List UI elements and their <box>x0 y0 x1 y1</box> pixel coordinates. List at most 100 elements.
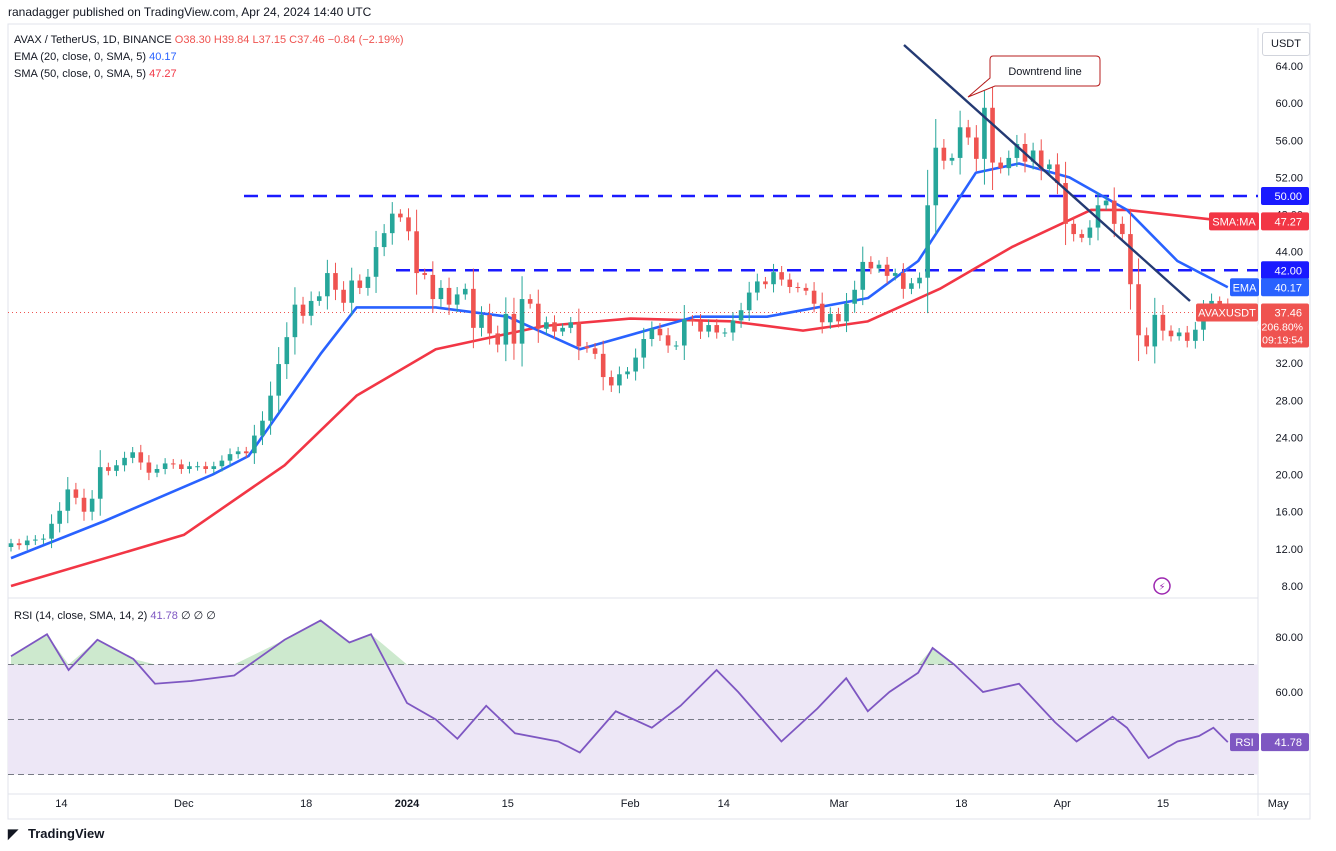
candle-body <box>146 462 152 473</box>
candle-body <box>365 276 371 288</box>
candle-body <box>114 465 119 471</box>
candle-body <box>1217 300 1222 305</box>
candle-body <box>909 283 914 289</box>
candle-body <box>471 288 476 328</box>
legend-ema-row[interactable]: EMA (20, close, 0, SMA, 5) 40.17 <box>14 51 177 63</box>
candle-body <box>8 543 14 547</box>
time-tick-label: 18 <box>955 798 967 810</box>
candle-body <box>276 364 281 396</box>
candle-body <box>1014 144 1020 158</box>
candle-body <box>179 464 184 469</box>
candle-body <box>1152 314 1158 347</box>
candle-body <box>292 304 298 338</box>
tag-sma-label: SMA:MA <box>1212 216 1256 228</box>
candle-body <box>738 310 744 321</box>
candle-body <box>1160 314 1166 331</box>
candle-body <box>576 322 582 347</box>
tag-ema-label: EMA <box>1233 282 1258 294</box>
candle-body <box>162 463 168 469</box>
legend-symbol[interactable]: AVAX / TetherUS, 1D, BINANCE <box>14 34 172 46</box>
time-tick-label: 18 <box>300 798 312 810</box>
candle-body <box>860 261 866 290</box>
candle-body <box>503 313 509 345</box>
time-tick-label: 14 <box>55 798 67 810</box>
candle-body <box>519 299 525 344</box>
candle-body <box>706 325 711 332</box>
tradingview-logo-icon: ◤ <box>8 826 18 841</box>
time-tick-label: Mar <box>830 798 849 810</box>
legend-ema-label: EMA (20, close, 0, SMA, 5) <box>14 51 147 63</box>
candle-body <box>779 272 784 280</box>
candle-body <box>1103 200 1109 206</box>
candle-body <box>641 339 647 358</box>
candle-body <box>316 296 322 301</box>
candle-body <box>333 273 338 290</box>
legend-sma-label: SMA (50, close, 0, SMA, 5) <box>14 68 147 80</box>
candle-body <box>170 463 176 465</box>
legend-ema-value: 40.17 <box>149 51 177 63</box>
candle-body <box>422 273 428 275</box>
candle-body <box>406 217 411 232</box>
tag-rsi-bg <box>1261 733 1309 752</box>
candle-body <box>381 233 387 248</box>
candle-body <box>617 374 622 386</box>
candle-body <box>665 335 671 346</box>
candle-body <box>828 313 833 323</box>
candle-body <box>755 281 760 293</box>
tag-price-change: +206.80% <box>1255 321 1303 333</box>
candle-body <box>998 162 1003 169</box>
candle-body <box>1193 329 1198 341</box>
legend-sma-value: 47.27 <box>149 68 177 80</box>
candle-body <box>462 288 468 295</box>
rsi-line <box>10 619 1229 760</box>
price-tick-label: 44.00 <box>1275 247 1303 259</box>
currency-unit-button[interactable]: USDT <box>1262 32 1310 56</box>
tradingview-logo-text: TradingView <box>28 826 105 841</box>
candle-body <box>49 523 54 539</box>
candle-body <box>1176 332 1182 337</box>
candle-body <box>600 353 606 378</box>
candle-body <box>1006 157 1012 169</box>
price-tick-label: 52.00 <box>1275 172 1303 184</box>
price-tick-label: 28.00 <box>1275 395 1303 407</box>
candle-body <box>243 451 249 454</box>
candle-body <box>479 314 484 328</box>
legend-sma-row[interactable]: SMA (50, close, 0, SMA, 5) 47.27 <box>14 68 177 80</box>
lightning-icon-glyph: ⚡ <box>1158 582 1165 593</box>
downtrend-callout <box>967 55 1101 98</box>
candle-body <box>373 247 379 277</box>
candle-body <box>722 332 728 334</box>
candle-body <box>106 467 111 471</box>
candle-body <box>260 420 265 436</box>
legend-rsi-row[interactable]: RSI (14, close, SMA, 14, 2) 41.78 ∅ ∅ ∅ <box>14 609 216 622</box>
candle-body <box>1087 227 1093 238</box>
candle-body <box>625 371 630 375</box>
tradingview-logo[interactable]: ◤ TradingView <box>8 826 104 842</box>
candle-body <box>811 290 817 304</box>
candle-body <box>122 457 127 466</box>
candle-body <box>698 321 703 332</box>
candle-body <box>901 273 906 289</box>
tag-rsi-value: 41.78 <box>1274 737 1302 749</box>
chart-frame <box>7 23 1311 820</box>
candle-body <box>300 304 306 316</box>
rsi-tick-label: 60.00 <box>1275 687 1303 699</box>
candle-body <box>414 231 419 274</box>
candle-body <box>89 498 95 512</box>
legend-rsi-label: RSI (14, close, SMA, 14, 2) <box>14 610 148 622</box>
candle-body <box>1030 150 1036 162</box>
time-tick-label: 14 <box>718 798 730 810</box>
downtrend-callout-text: Downtrend line <box>1008 66 1081 78</box>
tag-rsi-label-bg <box>1230 733 1259 752</box>
rsi-overbought-fill <box>11 620 955 665</box>
candle-body <box>398 213 403 218</box>
candle-body <box>535 303 541 329</box>
candle-body <box>552 322 557 332</box>
candle-body <box>746 292 752 311</box>
candle-body <box>925 205 930 278</box>
lightning-icon <box>1153 577 1171 595</box>
candle-body <box>389 213 395 234</box>
candle-body <box>941 147 947 161</box>
candle-body <box>681 319 687 346</box>
